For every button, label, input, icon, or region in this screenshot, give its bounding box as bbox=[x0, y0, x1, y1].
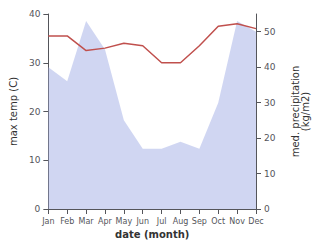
svg-text:May: May bbox=[116, 217, 133, 226]
svg-text:20: 20 bbox=[264, 133, 276, 143]
svg-text:Jul: Jul bbox=[156, 217, 167, 226]
svg-text:Sep: Sep bbox=[192, 217, 207, 226]
svg-text:Oct: Oct bbox=[211, 217, 225, 226]
svg-text:Feb: Feb bbox=[60, 217, 74, 226]
svg-text:40: 40 bbox=[264, 62, 276, 72]
svg-text:med. precipitation: med. precipitation bbox=[289, 65, 301, 158]
svg-text:0: 0 bbox=[264, 204, 270, 214]
svg-text:Nov: Nov bbox=[229, 217, 245, 226]
svg-text:Aug: Aug bbox=[173, 217, 189, 226]
svg-text:max temp (C): max temp (C) bbox=[8, 77, 19, 146]
svg-text:Jan: Jan bbox=[41, 217, 54, 226]
svg-text:0: 0 bbox=[35, 204, 41, 214]
svg-text:50: 50 bbox=[264, 27, 276, 37]
svg-text:Mar: Mar bbox=[79, 217, 95, 226]
svg-text:date (month): date (month) bbox=[115, 229, 189, 240]
svg-text:10: 10 bbox=[29, 155, 41, 165]
svg-text:Jun: Jun bbox=[135, 217, 149, 226]
svg-text:20: 20 bbox=[29, 107, 41, 117]
svg-text:(kg/m2): (kg/m2) bbox=[300, 92, 311, 132]
svg-text:40: 40 bbox=[29, 9, 41, 19]
svg-text:Dec: Dec bbox=[248, 217, 263, 226]
svg-text:10: 10 bbox=[264, 169, 276, 179]
svg-text:30: 30 bbox=[29, 58, 41, 68]
svg-text:30: 30 bbox=[264, 98, 276, 108]
svg-text:Apr: Apr bbox=[98, 217, 113, 226]
